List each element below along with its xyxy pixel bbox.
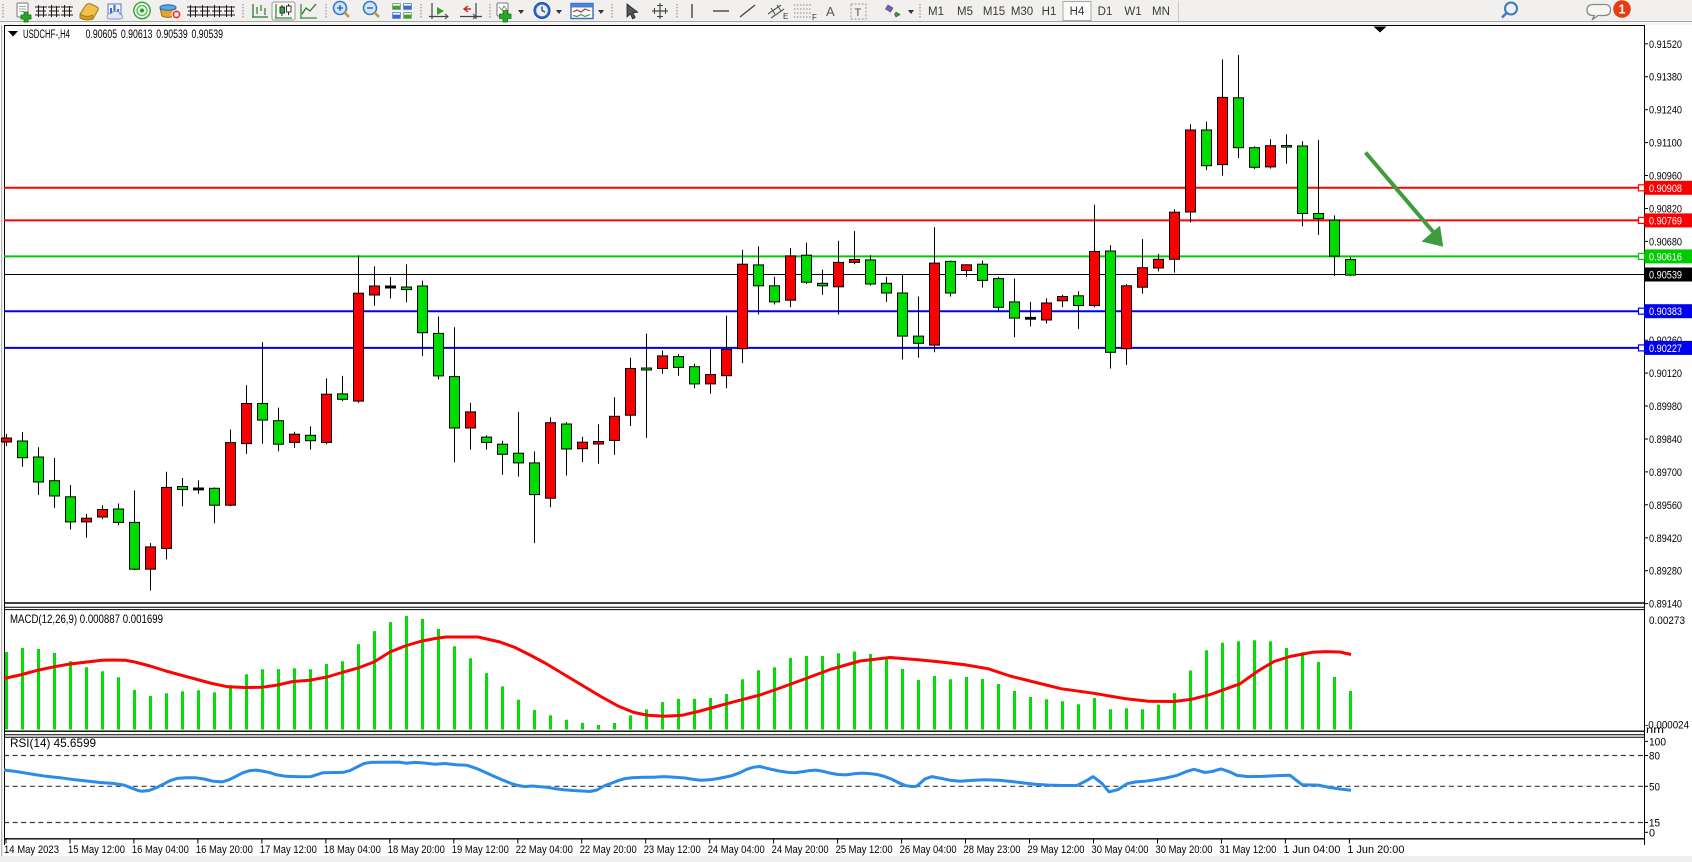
svg-text:T: T [855, 7, 862, 19]
svg-text:M30: M30 [1011, 6, 1033, 18]
svg-text:18 May 20:00: 18 May 20:00 [388, 844, 445, 856]
svg-text:W1: W1 [1124, 6, 1141, 18]
svg-text:1 Jun 04:00: 1 Jun 04:00 [1283, 844, 1340, 856]
svg-text:-0.000024: -0.000024 [1645, 720, 1689, 732]
svg-text:H1: H1 [1042, 6, 1057, 18]
svg-text:MACD(12,26,9) 0.000887 0.00169: MACD(12,26,9) 0.000887 0.001699 [10, 612, 163, 626]
svg-text:USDCHF-,H4: USDCHF-,H4 [23, 29, 70, 41]
svg-text:0.90820: 0.90820 [1649, 204, 1682, 216]
svg-text:D1: D1 [1098, 6, 1113, 18]
svg-text:M1: M1 [928, 6, 944, 18]
svg-text:50: 50 [1649, 781, 1660, 793]
svg-text:17 May 12:00: 17 May 12:00 [260, 844, 317, 856]
svg-text:0.90539: 0.90539 [156, 29, 188, 41]
svg-text:E: E [783, 12, 788, 21]
svg-text:0.90539: 0.90539 [192, 29, 224, 41]
svg-text:M5: M5 [957, 6, 973, 18]
svg-text:15: 15 [1649, 818, 1660, 830]
svg-text:0.89280: 0.89280 [1649, 566, 1682, 578]
svg-text:19 May 12:00: 19 May 12:00 [452, 844, 509, 856]
svg-text:0.90539: 0.90539 [1649, 270, 1682, 282]
svg-text:30 May 04:00: 30 May 04:00 [1092, 844, 1149, 856]
svg-text:0.89840: 0.89840 [1649, 434, 1682, 446]
svg-text:0.91520: 0.91520 [1649, 39, 1682, 51]
svg-text:23 May 12:00: 23 May 12:00 [644, 844, 701, 856]
svg-text:80: 80 [1649, 751, 1660, 763]
svg-text:22 May 20:00: 22 May 20:00 [580, 844, 637, 856]
svg-text:A: A [826, 4, 835, 19]
svg-text:H4: H4 [1070, 6, 1085, 18]
svg-text:0.00273: 0.00273 [1649, 615, 1685, 627]
svg-text:16 May 04:00: 16 May 04:00 [132, 844, 189, 856]
svg-text:0.90120: 0.90120 [1649, 368, 1682, 380]
svg-text:0.90769: 0.90769 [1649, 215, 1682, 227]
svg-text:0.90383: 0.90383 [1649, 306, 1682, 318]
svg-text:0.89420: 0.89420 [1649, 533, 1682, 545]
svg-text:24 May 04:00: 24 May 04:00 [708, 844, 765, 856]
svg-text:29 May 12:00: 29 May 12:00 [1028, 844, 1085, 856]
svg-text:0.91380: 0.91380 [1649, 72, 1682, 84]
svg-text:18 May 04:00: 18 May 04:00 [324, 844, 381, 856]
svg-text:0.90227: 0.90227 [1649, 343, 1682, 355]
svg-text:nm: nm [1646, 725, 1664, 736]
svg-text:26 May 04:00: 26 May 04:00 [900, 844, 957, 856]
svg-text:22 May 04:00: 22 May 04:00 [516, 844, 573, 856]
svg-text:0.90605: 0.90605 [86, 29, 118, 41]
svg-text:28 May 23:00: 28 May 23:00 [964, 844, 1021, 856]
svg-text:31 May 12:00: 31 May 12:00 [1219, 844, 1276, 856]
svg-text:16 May 20:00: 16 May 20:00 [196, 844, 253, 856]
svg-text:0: 0 [1649, 827, 1655, 839]
svg-text:0.90613: 0.90613 [121, 29, 152, 41]
svg-text:0.90908: 0.90908 [1649, 183, 1682, 195]
svg-text:0.89560: 0.89560 [1649, 500, 1682, 512]
svg-text:0.89140: 0.89140 [1649, 599, 1682, 611]
svg-text:MN: MN [1152, 6, 1170, 18]
svg-text:1 Jun 20:00: 1 Jun 20:00 [1347, 844, 1404, 856]
svg-text:100: 100 [1649, 736, 1666, 748]
svg-text:24 May 20:00: 24 May 20:00 [772, 844, 829, 856]
svg-text:1: 1 [1619, 3, 1626, 17]
svg-text:14 May 2023: 14 May 2023 [4, 844, 59, 856]
svg-text:30 May 20:00: 30 May 20:00 [1156, 844, 1213, 856]
svg-text:15 May 12:00: 15 May 12:00 [68, 844, 125, 856]
svg-text:0.90680: 0.90680 [1649, 236, 1682, 248]
svg-text:0.89980: 0.89980 [1649, 401, 1682, 413]
svg-text:0.89700: 0.89700 [1649, 467, 1682, 479]
svg-text:25 May 12:00: 25 May 12:00 [836, 844, 893, 856]
svg-text:0.90616: 0.90616 [1649, 251, 1682, 263]
svg-text:0.90960: 0.90960 [1649, 171, 1682, 183]
svg-text:0.91100: 0.91100 [1649, 138, 1682, 150]
svg-text:M15: M15 [983, 6, 1005, 18]
svg-text:F: F [812, 13, 817, 22]
svg-text:RSI(14) 45.6599: RSI(14) 45.6599 [10, 736, 96, 750]
svg-text:0.91240: 0.91240 [1649, 105, 1682, 117]
